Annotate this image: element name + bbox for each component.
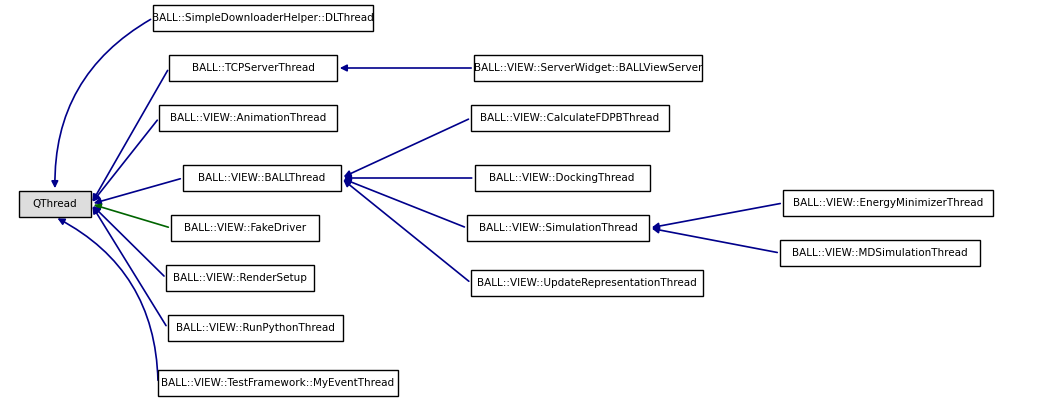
FancyBboxPatch shape <box>166 265 314 291</box>
Text: BALL::VIEW::UpdateRepresentationThread: BALL::VIEW::UpdateRepresentationThread <box>477 278 697 288</box>
Text: BALL::VIEW::SimulationThread: BALL::VIEW::SimulationThread <box>479 223 637 233</box>
FancyBboxPatch shape <box>474 55 702 81</box>
Text: BALL::VIEW::BALLThread: BALL::VIEW::BALLThread <box>198 173 325 183</box>
Text: BALL::VIEW::ServerWidget::BALLViewServer: BALL::VIEW::ServerWidget::BALLViewServer <box>474 63 702 73</box>
FancyBboxPatch shape <box>780 240 980 266</box>
Text: BALL::VIEW::MDSimulationThread: BALL::VIEW::MDSimulationThread <box>793 248 968 258</box>
FancyBboxPatch shape <box>171 215 319 241</box>
Text: BALL::VIEW::RenderSetup: BALL::VIEW::RenderSetup <box>173 273 307 283</box>
Text: BALL::VIEW::TestFramework::MyEventThread: BALL::VIEW::TestFramework::MyEventThread <box>162 378 394 388</box>
FancyBboxPatch shape <box>169 55 337 81</box>
Text: BALL::VIEW::RunPythonThread: BALL::VIEW::RunPythonThread <box>175 323 335 333</box>
Text: BALL::VIEW::EnergyMinimizerThread: BALL::VIEW::EnergyMinimizerThread <box>793 198 984 208</box>
Text: QThread: QThread <box>32 199 77 209</box>
FancyBboxPatch shape <box>19 191 91 217</box>
FancyBboxPatch shape <box>471 270 703 296</box>
FancyBboxPatch shape <box>183 165 341 191</box>
Text: BALL::TCPServerThread: BALL::TCPServerThread <box>192 63 314 73</box>
FancyBboxPatch shape <box>783 190 993 216</box>
FancyBboxPatch shape <box>159 105 337 131</box>
FancyBboxPatch shape <box>157 370 398 396</box>
Text: BALL::VIEW::CalculateFDPBThread: BALL::VIEW::CalculateFDPBThread <box>481 113 659 123</box>
Text: BALL::SimpleDownloaderHelper::DLThread: BALL::SimpleDownloaderHelper::DLThread <box>152 13 373 23</box>
FancyBboxPatch shape <box>475 165 650 191</box>
FancyBboxPatch shape <box>168 315 342 341</box>
FancyBboxPatch shape <box>153 5 373 31</box>
Text: BALL::VIEW::DockingThread: BALL::VIEW::DockingThread <box>489 173 635 183</box>
Text: BALL::VIEW::AnimationThread: BALL::VIEW::AnimationThread <box>170 113 326 123</box>
Text: BALL::VIEW::FakeDriver: BALL::VIEW::FakeDriver <box>184 223 306 233</box>
FancyBboxPatch shape <box>467 215 649 241</box>
FancyBboxPatch shape <box>471 105 669 131</box>
